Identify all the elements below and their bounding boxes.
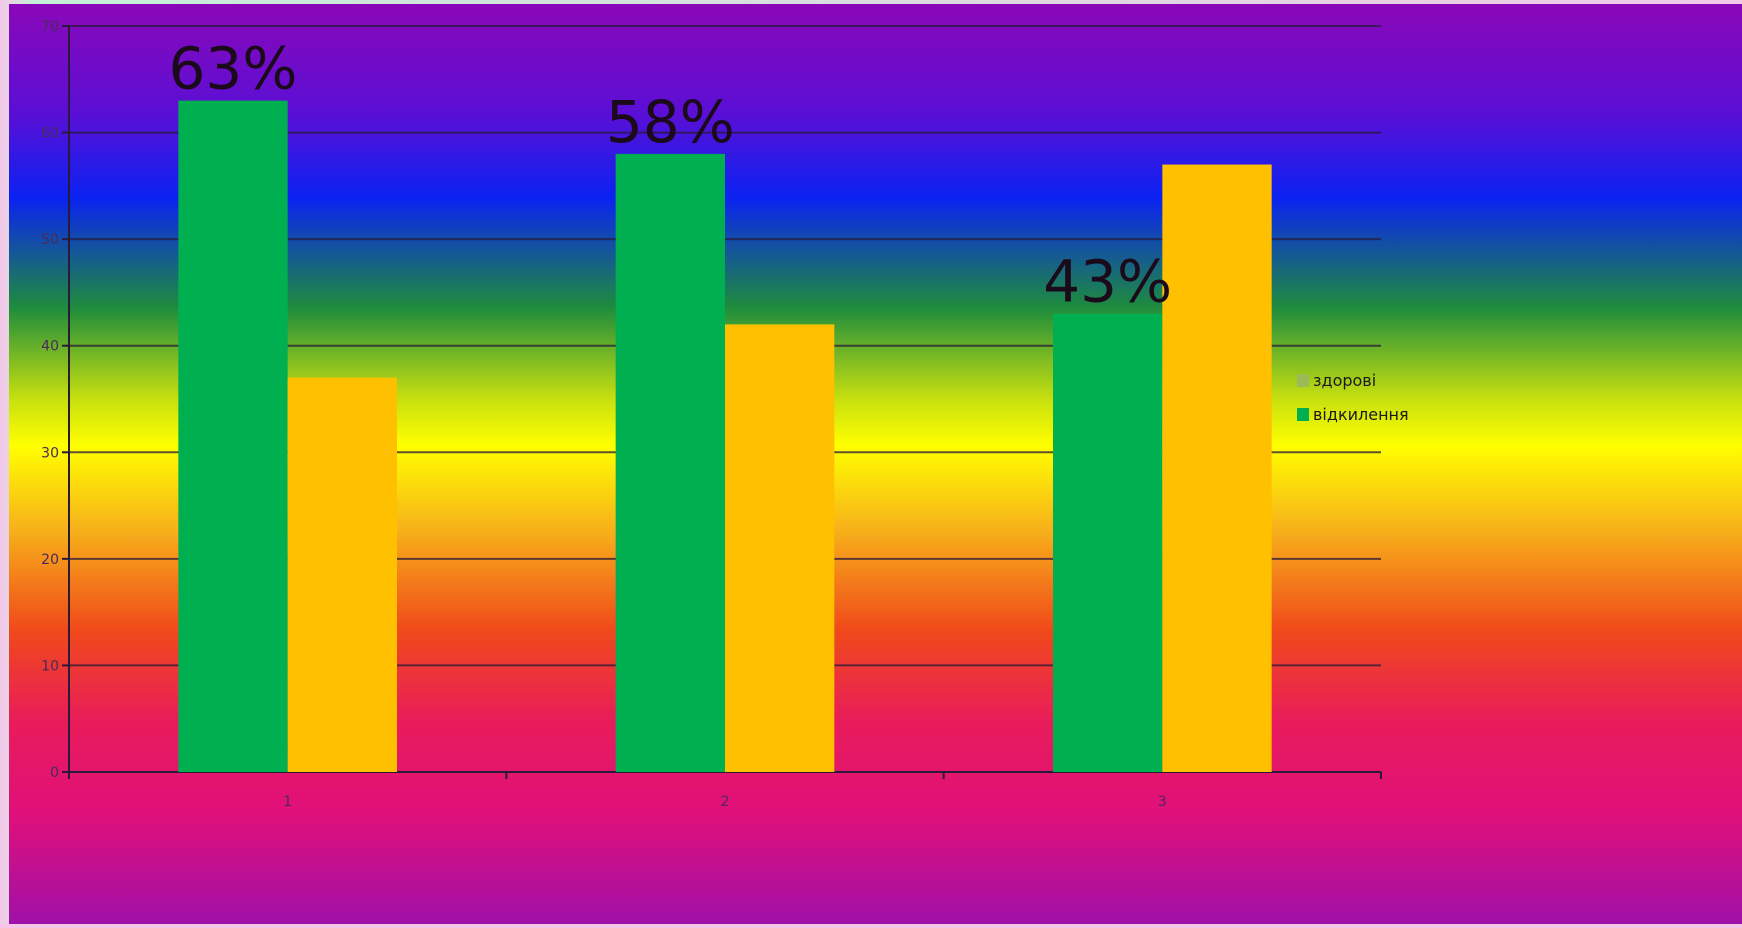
bar-vidkylennia-3	[1162, 165, 1271, 772]
bar-vidkylennia-1	[288, 378, 397, 772]
data-label: 58%	[606, 88, 735, 156]
legend-swatch	[1297, 408, 1309, 421]
bar-vidkylennia-2	[725, 324, 834, 772]
y-tick-label: 20	[41, 552, 59, 568]
y-tick-label: 10	[41, 658, 59, 674]
y-tick-label: 70	[41, 19, 59, 35]
bar-chart: 0 10 20 30 40 50 60 70 1 2 3 63% 58% 43% здорові відк…	[9, 4, 1742, 924]
y-tick-label: 0	[50, 765, 59, 781]
x-tick-label: 1	[283, 794, 292, 810]
y-tick-label: 50	[41, 232, 59, 248]
y-tick-label: 40	[41, 339, 59, 355]
data-label: 43%	[1043, 248, 1172, 316]
bar-zdorovi-2	[616, 154, 725, 772]
chart-area: 0 10 20 30 40 50 60 70 1 2 3 63% 58% 43% здорові відк…	[9, 4, 1742, 924]
legend-swatch	[1297, 374, 1309, 387]
data-label: 63%	[169, 35, 298, 103]
x-tick-label: 3	[1158, 794, 1167, 810]
y-tick-label: 60	[41, 126, 59, 142]
y-tick-label: 30	[41, 445, 59, 461]
bar-zdorovi-1	[178, 101, 287, 772]
bar-zdorovi-3	[1053, 314, 1162, 772]
x-tick-label: 2	[721, 794, 730, 810]
legend-label: здорові	[1313, 371, 1376, 390]
legend-label: відкилення	[1313, 405, 1409, 424]
